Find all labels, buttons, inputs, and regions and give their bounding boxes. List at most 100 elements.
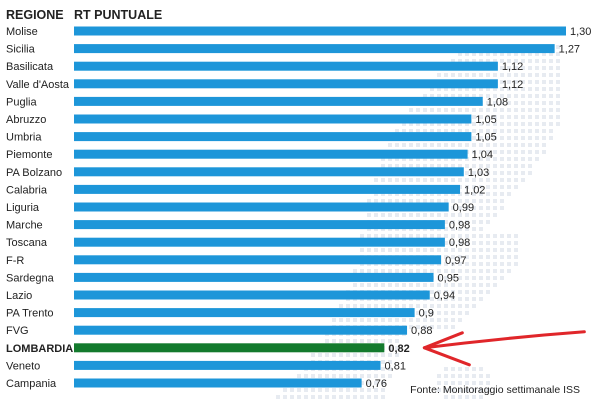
map-dot (458, 87, 462, 91)
map-dot (444, 164, 448, 168)
map-dot (458, 122, 462, 126)
value-label: 0,88 (411, 325, 432, 337)
map-dot (479, 94, 483, 98)
map-dot (451, 367, 455, 371)
map-dot (465, 171, 469, 175)
map-dot (402, 234, 406, 238)
value-label: 0,97 (445, 255, 466, 267)
map-dot (451, 241, 455, 245)
map-dot (381, 178, 385, 182)
map-dot (479, 262, 483, 266)
map-dot (514, 52, 518, 56)
map-dot (514, 241, 518, 245)
map-dot (374, 234, 378, 238)
map-dot (486, 248, 490, 252)
map-dot (507, 171, 511, 175)
map-dot (521, 143, 525, 147)
map-dot (437, 318, 441, 322)
map-dot (465, 367, 469, 371)
map-dot (444, 199, 448, 203)
map-dot (388, 199, 392, 203)
map-dot (416, 164, 420, 168)
map-dot (472, 171, 476, 175)
map-dot (514, 262, 518, 266)
map-dot (549, 73, 553, 77)
map-dot (486, 213, 490, 217)
map-dot (381, 192, 385, 196)
map-dot (416, 269, 420, 273)
map-dot (430, 325, 434, 329)
map-dot (353, 304, 357, 308)
map-dot (360, 374, 364, 378)
map-dot (416, 192, 420, 196)
category-label: Sardegna (6, 272, 55, 284)
map-dot (374, 269, 378, 273)
map-dot (381, 318, 385, 322)
map-dot (402, 178, 406, 182)
map-dot (388, 178, 392, 182)
map-dot (416, 248, 420, 252)
map-dot (458, 367, 462, 371)
map-dot (430, 178, 434, 182)
map-dot (409, 164, 413, 168)
map-dot (423, 304, 427, 308)
map-dot (542, 129, 546, 133)
map-dot (542, 101, 546, 105)
map-dot (486, 87, 490, 91)
map-dot (409, 213, 413, 217)
map-dot (430, 248, 434, 252)
map-dot (290, 388, 294, 392)
value-label: 0,98 (449, 220, 470, 232)
map-dot (542, 87, 546, 91)
map-dot (500, 66, 504, 70)
map-dot (542, 73, 546, 77)
map-dot (535, 66, 539, 70)
map-dot (388, 269, 392, 273)
map-dot (416, 283, 420, 287)
map-dot (514, 129, 518, 133)
map-dot (444, 388, 448, 392)
map-dot (367, 283, 371, 287)
map-dot (458, 304, 462, 308)
map-dot (423, 192, 427, 196)
map-dot (528, 171, 532, 175)
map-dot (479, 234, 483, 238)
map-dot (514, 94, 518, 98)
map-dot (458, 108, 462, 112)
map-dot (437, 73, 441, 77)
map-dot (472, 94, 476, 98)
map-dot (500, 108, 504, 112)
map-dot (437, 283, 441, 287)
category-label: Liguria (6, 202, 40, 214)
category-label: Puglia (6, 96, 37, 108)
category-label: Marche (6, 220, 43, 232)
map-dot (367, 248, 371, 252)
map-dot (465, 52, 469, 56)
map-dot (493, 192, 497, 196)
map-dot (521, 94, 525, 98)
map-dot (542, 143, 546, 147)
map-dot (423, 311, 427, 315)
map-dot (332, 395, 336, 399)
map-dot (500, 52, 504, 56)
map-dot (500, 101, 504, 105)
map-dot (465, 199, 469, 203)
map-dot (493, 171, 497, 175)
map-dot (339, 339, 343, 343)
map-dot (388, 367, 392, 371)
map-dot (444, 108, 448, 112)
map-dot (444, 325, 448, 329)
map-dot (521, 136, 525, 140)
map-dot (437, 213, 441, 217)
category-label: Piemonte (6, 149, 52, 161)
map-dot (339, 353, 343, 357)
value-label: 0,82 (388, 343, 409, 355)
map-dot (458, 157, 462, 161)
map-dot (381, 381, 385, 385)
map-dot (374, 199, 378, 203)
map-dot (507, 143, 511, 147)
value-label: 0,94 (434, 290, 455, 302)
map-dot (486, 101, 490, 105)
map-dot (472, 262, 476, 266)
map-dot (346, 388, 350, 392)
